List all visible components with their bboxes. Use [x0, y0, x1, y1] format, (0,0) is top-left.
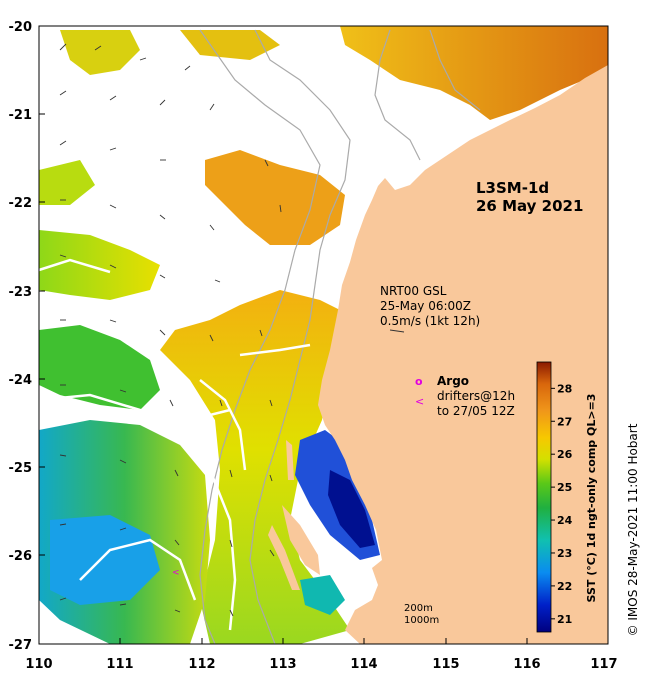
y-tick-label: -27 — [9, 638, 33, 653]
argo-legend-marker: o — [415, 375, 423, 388]
land-peron — [282, 505, 320, 575]
colorbar-tick-label: 28 — [557, 382, 572, 395]
map-title-date: 26 May 2021 — [476, 197, 583, 215]
land-dirk-hartog — [268, 525, 300, 590]
sst-patch-nw — [60, 30, 140, 75]
x-tick-label: 111 — [106, 657, 133, 672]
colorbar-label: SST (°C) 1d ngt-only comp QL>=3 — [585, 394, 598, 603]
x-tick-label: 113 — [269, 657, 296, 672]
sst-contour-6 — [39, 258, 111, 274]
drifter-legend-label: drifters@12h — [437, 389, 515, 403]
y-tick-label: -26 — [9, 549, 33, 564]
isobath-1000m — [199, 29, 321, 644]
current-scale: 0.5m/s (1kt 12h) — [380, 314, 480, 328]
y-tick-label: -21 — [9, 108, 33, 123]
current-vectors — [59, 43, 405, 617]
colorbar-tick-label: 24 — [557, 514, 573, 527]
x-tick-label: 116 — [513, 657, 540, 672]
isobath-label-1000m: 1000m — [404, 615, 439, 626]
colorbar-tick-label: 25 — [557, 481, 572, 494]
argo-legend-label: Argo — [437, 374, 469, 388]
y-axis: -20 -21 -22 -23 -24 -25 -26 -27 — [9, 20, 45, 653]
colorbar-tick-label: 22 — [557, 580, 572, 593]
map-title-product: L3SM-1d — [476, 179, 549, 197]
land-bernier — [286, 440, 294, 480]
colorbar-ticks: 21 22 23 24 25 26 27 28 — [551, 382, 573, 626]
argo-float-marker: < — [172, 568, 180, 578]
plot-frame — [38, 25, 609, 645]
isobath-200m — [249, 29, 351, 644]
sst-contour-3 — [208, 469, 237, 631]
y-tick-label: -25 — [9, 461, 33, 476]
y-tick-label: -22 — [9, 196, 33, 211]
x-axis: 110 111 112 113 114 115 116 117 — [25, 638, 618, 672]
sst-patch-central — [205, 150, 345, 245]
x-tick-label: 115 — [432, 657, 459, 672]
sst-field — [39, 26, 608, 644]
sst-patch-north — [340, 26, 608, 120]
x-tick-label: 112 — [188, 657, 215, 672]
sst-contour-1 — [39, 393, 231, 422]
sst-patch-west-green — [39, 325, 160, 410]
sst-patch-coast — [160, 290, 350, 644]
sst-patch-west2 — [39, 160, 95, 205]
y-tick-label: -23 — [9, 285, 33, 300]
isobath-north-1 — [374, 29, 421, 161]
y-tick-label: -20 — [9, 20, 33, 35]
credit-text: © IMOS 28-May-2021 11:00 Hobart — [626, 423, 640, 636]
drifter-legend-period: to 27/05 12Z — [437, 404, 515, 418]
x-tick-label: 117 — [590, 657, 617, 672]
colorbar-tick-label: 26 — [557, 448, 573, 461]
current-source: NRT00 GSL — [380, 284, 447, 298]
colorbar — [536, 361, 552, 633]
colorbar-tick-label: 27 — [557, 415, 572, 428]
colorbar-tick-label: 23 — [557, 547, 572, 560]
isobath-north-2 — [429, 29, 481, 111]
sst-patch-west1 — [39, 230, 160, 300]
drifter-legend-marker: < — [415, 395, 424, 408]
current-time: 25-May 06:00Z — [380, 299, 471, 313]
x-tick-label: 114 — [350, 657, 377, 672]
land-australia — [318, 26, 608, 644]
sst-patch-blue — [50, 515, 160, 605]
sst-contour-5 — [239, 343, 311, 357]
colorbar-tick-label: 21 — [557, 613, 572, 626]
sst-patch-bay — [300, 575, 345, 615]
isobath-label-200m: 200m — [404, 603, 433, 614]
sst-contour-2 — [79, 538, 197, 601]
y-tick-label: -24 — [9, 373, 33, 388]
sst-contour-4 — [199, 379, 247, 471]
sst-patch-cold-core — [328, 470, 375, 548]
x-tick-label: 110 — [25, 657, 52, 672]
